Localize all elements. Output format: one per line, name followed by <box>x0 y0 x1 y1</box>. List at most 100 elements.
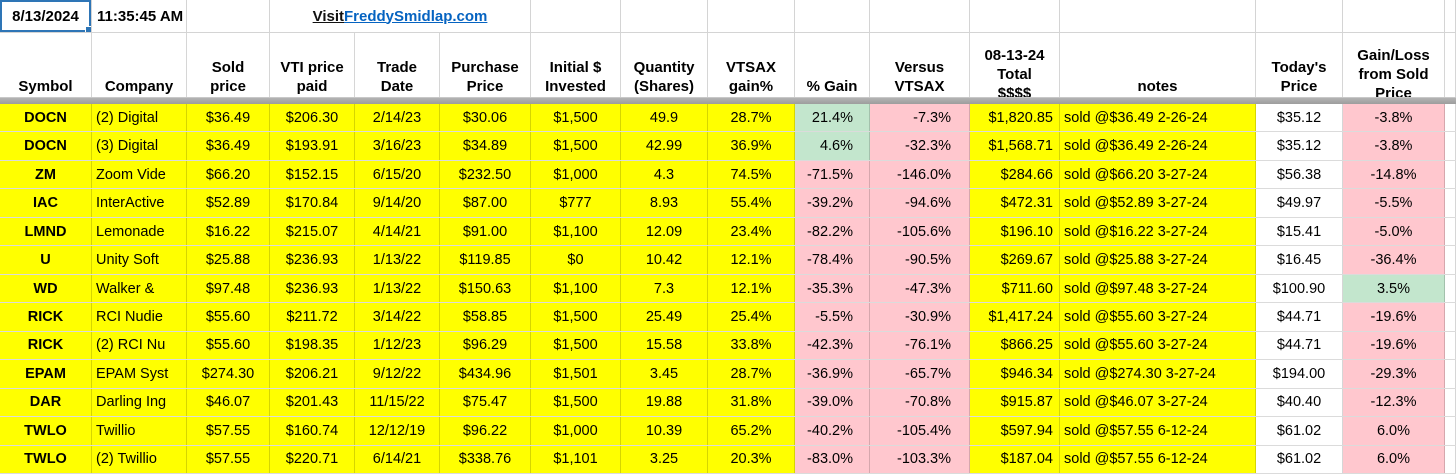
empty-cell[interactable] <box>795 0 870 32</box>
cell-initial-invested[interactable]: $1,500 <box>531 331 621 360</box>
cell-company[interactable]: Lemonade <box>92 217 187 246</box>
cell-purchase-price[interactable]: $75.47 <box>440 388 531 417</box>
cell-company[interactable]: (3) Digital <box>92 132 187 160</box>
cell-total[interactable]: $1,417.24 <box>970 303 1060 331</box>
cell-sold-price[interactable]: $16.22 <box>187 217 270 246</box>
cell-company[interactable]: Darling Ing <box>92 388 187 417</box>
cell-versus-vtsax[interactable]: -76.1% <box>870 331 970 360</box>
cell-quantity[interactable]: 49.9 <box>621 104 708 132</box>
col-header-sold-price[interactable]: Sold price <box>187 33 270 97</box>
empty-cell[interactable] <box>531 0 621 32</box>
cell-trade-date[interactable]: 11/15/22 <box>355 388 440 417</box>
cell-note[interactable]: sold @$57.55 6-12-24 <box>1060 417 1256 445</box>
cell-todays-price[interactable]: $194.00 <box>1256 360 1343 388</box>
cell-purchase-price[interactable]: $96.29 <box>440 331 531 360</box>
col-header-company[interactable]: Company <box>92 33 187 97</box>
cell-purchase-price[interactable]: $91.00 <box>440 217 531 246</box>
cell-pct-gain[interactable]: -42.3% <box>795 331 870 360</box>
cell-vti-price-paid[interactable]: $160.74 <box>270 417 355 445</box>
col-header-quantity-shares[interactable]: Quantity (Shares) <box>621 33 708 97</box>
cell-vti-price-paid[interactable]: $215.07 <box>270 217 355 246</box>
cell-sold-price[interactable]: $36.49 <box>187 104 270 132</box>
cell-symbol[interactable]: ZM <box>0 160 92 189</box>
cell-symbol[interactable]: WD <box>0 274 92 303</box>
cell-vti-price-paid[interactable]: $170.84 <box>270 189 355 217</box>
cell-gain-loss[interactable]: -19.6% <box>1343 303 1445 331</box>
cell-vtsax-gain[interactable]: 74.5% <box>708 160 795 189</box>
cell-vtsax-gain[interactable]: 65.2% <box>708 417 795 445</box>
col-header-vti-price-paid[interactable]: VTI price paid <box>270 33 355 97</box>
empty-cell[interactable] <box>1343 0 1445 32</box>
cell-purchase-price[interactable]: $150.63 <box>440 274 531 303</box>
col-header-todays-price[interactable]: Today's Price <box>1256 33 1343 97</box>
cell-note[interactable]: sold @$55.60 3-27-24 <box>1060 331 1256 360</box>
visit-link-cell[interactable]: Visit FreddySmidlap.com <box>270 0 531 32</box>
cell-vti-price-paid[interactable]: $211.72 <box>270 303 355 331</box>
cell-trade-date[interactable]: 6/15/20 <box>355 160 440 189</box>
cell-quantity[interactable]: 19.88 <box>621 388 708 417</box>
cell-initial-invested[interactable]: $777 <box>531 189 621 217</box>
cell-quantity[interactable]: 42.99 <box>621 132 708 160</box>
col-header-vtsax-gain[interactable]: VTSAX gain% <box>708 33 795 97</box>
cell-vti-price-paid[interactable]: $220.71 <box>270 445 355 474</box>
cell-total[interactable]: $946.34 <box>970 360 1060 388</box>
selection-fill-handle[interactable] <box>85 26 91 32</box>
empty-cell[interactable] <box>621 0 708 32</box>
cell-pct-gain[interactable]: -5.5% <box>795 303 870 331</box>
cell-symbol[interactable]: U <box>0 246 92 274</box>
cell-pct-gain[interactable]: 21.4% <box>795 104 870 132</box>
cell-purchase-price[interactable]: $87.00 <box>440 189 531 217</box>
cell-initial-invested[interactable]: $1,000 <box>531 417 621 445</box>
cell-note[interactable]: sold @$25.88 3-27-24 <box>1060 246 1256 274</box>
empty-cell[interactable] <box>187 0 270 32</box>
cell-gain-loss[interactable]: 6.0% <box>1343 445 1445 474</box>
cell-symbol[interactable]: TWLO <box>0 445 92 474</box>
cell-symbol[interactable]: DAR <box>0 388 92 417</box>
cell-todays-price[interactable]: $15.41 <box>1256 217 1343 246</box>
cell-note[interactable]: sold @$52.89 3-27-24 <box>1060 189 1256 217</box>
cell-pct-gain[interactable]: -78.4% <box>795 246 870 274</box>
cell-symbol[interactable]: TWLO <box>0 417 92 445</box>
col-header-pct-gain[interactable]: % Gain <box>795 33 870 97</box>
cell-quantity[interactable]: 4.3 <box>621 160 708 189</box>
cell-vti-price-paid[interactable]: $201.43 <box>270 388 355 417</box>
empty-cell[interactable] <box>1445 0 1456 32</box>
cell-symbol[interactable]: RICK <box>0 303 92 331</box>
cell-versus-vtsax[interactable]: -146.0% <box>870 160 970 189</box>
cell-gain-loss[interactable]: -19.6% <box>1343 331 1445 360</box>
cell-vtsax-gain[interactable]: 36.9% <box>708 132 795 160</box>
cell-purchase-price[interactable]: $96.22 <box>440 417 531 445</box>
cell-initial-invested[interactable]: $1,500 <box>531 104 621 132</box>
cell-pct-gain[interactable]: -35.3% <box>795 274 870 303</box>
cell-initial-invested[interactable]: $1,500 <box>531 388 621 417</box>
cell-quantity[interactable]: 10.42 <box>621 246 708 274</box>
cell-gain-loss[interactable]: -5.0% <box>1343 217 1445 246</box>
cell-vtsax-gain[interactable]: 55.4% <box>708 189 795 217</box>
cell-total[interactable]: $1,568.71 <box>970 132 1060 160</box>
cell-versus-vtsax[interactable]: -7.3% <box>870 104 970 132</box>
cell-symbol[interactable]: RICK <box>0 331 92 360</box>
cell-company[interactable]: RCI Nudie <box>92 303 187 331</box>
cell-company[interactable]: Twillio <box>92 417 187 445</box>
cell-vtsax-gain[interactable]: 20.3% <box>708 445 795 474</box>
cell-gain-loss[interactable]: -36.4% <box>1343 246 1445 274</box>
cell-total[interactable]: $187.04 <box>970 445 1060 474</box>
cell-purchase-price[interactable]: $232.50 <box>440 160 531 189</box>
cell-company[interactable]: EPAM Syst <box>92 360 187 388</box>
cell-company[interactable]: (2) RCI Nu <box>92 331 187 360</box>
cell-quantity[interactable]: 15.58 <box>621 331 708 360</box>
cell-quantity[interactable]: 7.3 <box>621 274 708 303</box>
cell-purchase-price[interactable]: $58.85 <box>440 303 531 331</box>
cell-gain-loss[interactable]: -5.5% <box>1343 189 1445 217</box>
cell-versus-vtsax[interactable]: -65.7% <box>870 360 970 388</box>
cell-quantity[interactable]: 10.39 <box>621 417 708 445</box>
cell-symbol[interactable]: DOCN <box>0 132 92 160</box>
cell-company[interactable]: (2) Twillio <box>92 445 187 474</box>
cell-gain-loss[interactable]: -3.8% <box>1343 104 1445 132</box>
cell-initial-invested[interactable]: $1,101 <box>531 445 621 474</box>
cell-sold-price[interactable]: $57.55 <box>187 445 270 474</box>
cell-initial-invested[interactable]: $1,100 <box>531 274 621 303</box>
cell-versus-vtsax[interactable]: -70.8% <box>870 388 970 417</box>
cell-purchase-price[interactable]: $34.89 <box>440 132 531 160</box>
cell-sold-price[interactable]: $55.60 <box>187 331 270 360</box>
